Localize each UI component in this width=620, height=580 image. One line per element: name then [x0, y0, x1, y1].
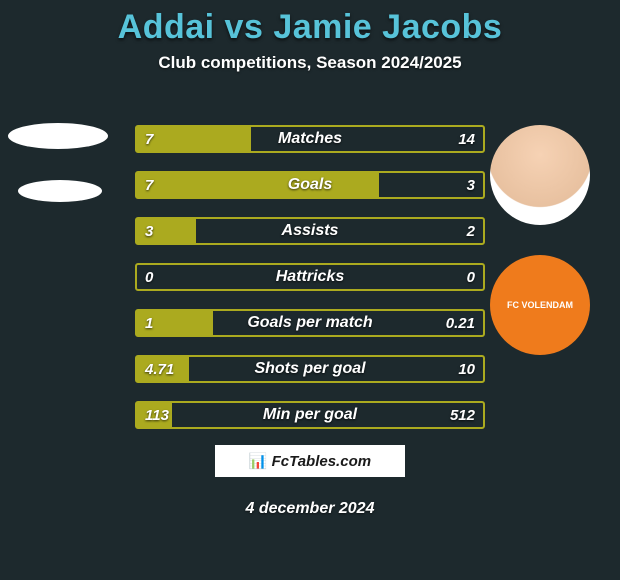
stat-label: Shots per goal	[137, 357, 483, 381]
stat-value-right: 14	[458, 127, 475, 151]
stat-row: 4.71Shots per goal10	[135, 355, 485, 383]
stat-value-right: 10	[458, 357, 475, 381]
brand-label: FcTables.com	[272, 453, 371, 470]
stat-label: Assists	[137, 219, 483, 243]
stat-value-right: 512	[450, 403, 475, 427]
stat-value-right: 0	[467, 265, 475, 289]
stat-row: 113Min per goal512	[135, 401, 485, 429]
stat-row: 3Assists2	[135, 217, 485, 245]
stat-label: Goals per match	[137, 311, 483, 335]
comparison-infographic: Addai vs Jamie Jacobs Club competitions,…	[0, 0, 620, 580]
footer-date: 4 december 2024	[0, 500, 620, 518]
player-left-avatar-placeholder	[8, 123, 108, 149]
brand-box: 📊 FcTables.com	[215, 445, 405, 477]
stats-bars: 7Matches147Goals33Assists20Hattricks01Go…	[135, 125, 485, 447]
player-left-club-placeholder	[18, 180, 102, 202]
stat-label: Min per goal	[137, 403, 483, 427]
player-right-avatar	[490, 125, 590, 225]
club-right-name: FC VOLENDAM	[507, 300, 573, 310]
stat-label: Matches	[137, 127, 483, 151]
page-title: Addai vs Jamie Jacobs	[0, 0, 620, 47]
stat-value-right: 3	[467, 173, 475, 197]
stat-label: Goals	[137, 173, 483, 197]
stat-label: Hattricks	[137, 265, 483, 289]
stat-row: 7Matches14	[135, 125, 485, 153]
page-subtitle: Club competitions, Season 2024/2025	[0, 53, 620, 73]
stat-row: 0Hattricks0	[135, 263, 485, 291]
player-right-club-badge: FC VOLENDAM	[490, 255, 590, 355]
chart-icon: 📊	[249, 452, 268, 470]
stat-row: 7Goals3	[135, 171, 485, 199]
stat-value-right: 2	[467, 219, 475, 243]
stat-value-right: 0.21	[446, 311, 475, 335]
stat-row: 1Goals per match0.21	[135, 309, 485, 337]
